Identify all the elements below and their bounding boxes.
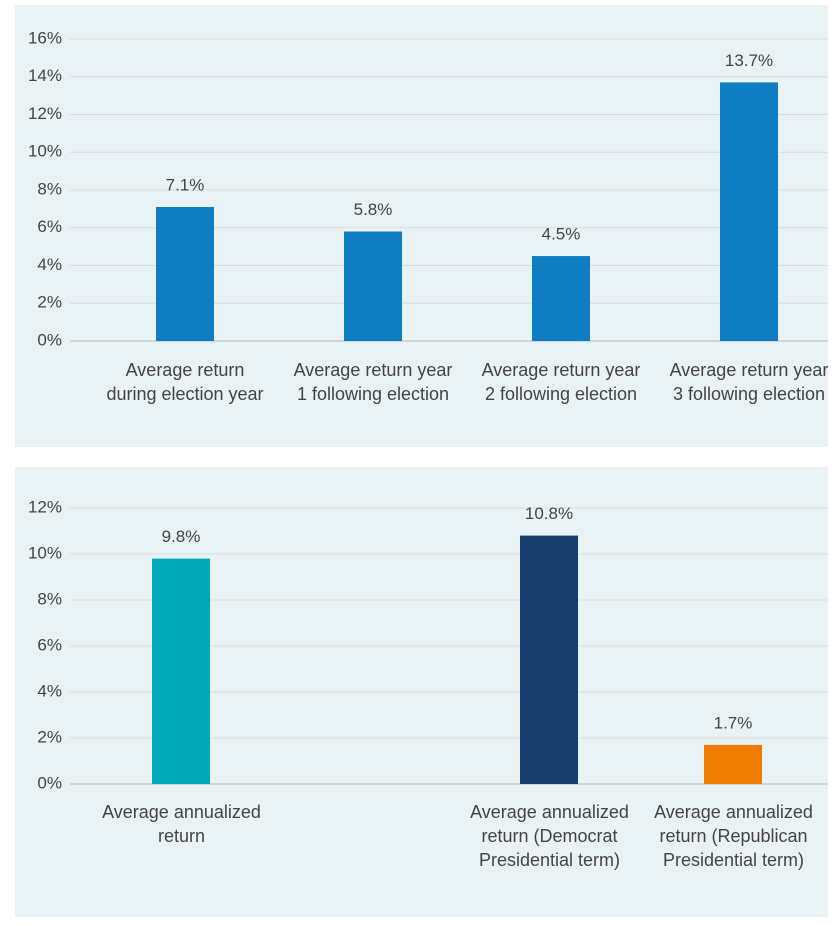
x-tick-label: Average annualized return bbox=[102, 802, 261, 846]
x-tick-label: Average return during election year bbox=[106, 360, 264, 404]
panel bbox=[15, 5, 828, 447]
value-label: 4.5% bbox=[542, 225, 581, 244]
y-tick-label: 4% bbox=[37, 255, 62, 274]
bar bbox=[720, 82, 778, 341]
bar bbox=[704, 744, 762, 784]
y-tick-label: 12% bbox=[28, 104, 62, 123]
y-tick-label: 6% bbox=[37, 217, 62, 236]
x-tick-label: Average annualized return (Democrat Pres… bbox=[470, 802, 629, 870]
value-label: 7.1% bbox=[166, 175, 205, 194]
x-tick-label: Average return year 2 following election bbox=[481, 360, 641, 404]
y-tick-label: 10% bbox=[28, 543, 62, 562]
value-label: 9.8% bbox=[162, 527, 201, 546]
y-tick-label: 6% bbox=[37, 635, 62, 654]
y-tick-label: 16% bbox=[28, 28, 62, 47]
value-label: 10.8% bbox=[525, 504, 573, 523]
bar bbox=[152, 558, 210, 784]
y-tick-label: 0% bbox=[37, 330, 62, 349]
y-tick-label: 12% bbox=[28, 497, 62, 516]
y-tick-label: 8% bbox=[37, 179, 62, 198]
y-tick-label: 2% bbox=[37, 727, 62, 746]
bar bbox=[532, 256, 590, 341]
x-tick-label: Average return year 3 following election bbox=[669, 360, 829, 404]
value-label: 5.8% bbox=[354, 200, 393, 219]
x-tick-label: Average annualized return (Republican Pr… bbox=[654, 802, 813, 870]
bar bbox=[344, 231, 402, 341]
y-tick-label: 2% bbox=[37, 293, 62, 312]
y-tick-label: 4% bbox=[37, 681, 62, 700]
bar bbox=[520, 535, 578, 784]
value-label: 1.7% bbox=[714, 713, 753, 732]
y-tick-label: 8% bbox=[37, 589, 62, 608]
value-label: 13.7% bbox=[725, 51, 773, 70]
x-tick-label: Average return year 1 following election bbox=[293, 360, 453, 404]
bar bbox=[156, 206, 214, 341]
y-tick-label: 0% bbox=[37, 773, 62, 792]
y-tick-label: 10% bbox=[28, 142, 62, 161]
y-tick-label: 14% bbox=[28, 66, 62, 85]
